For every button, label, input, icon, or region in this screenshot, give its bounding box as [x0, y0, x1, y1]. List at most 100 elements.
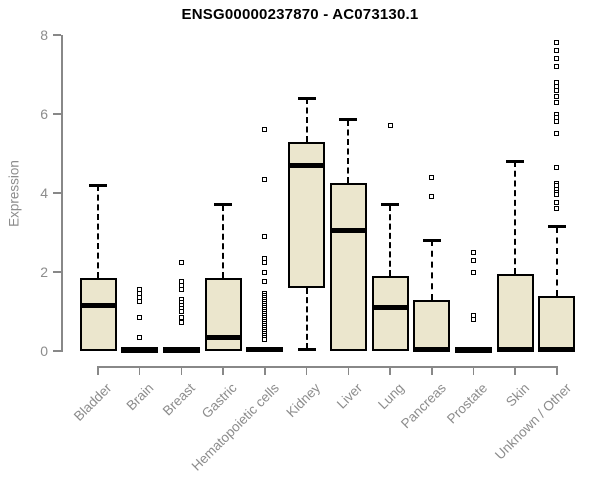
box-liver — [329, 183, 367, 351]
category-label-unknown-other: Unknown / Other — [491, 380, 574, 463]
category-label-liver: Liver — [333, 380, 366, 412]
median-brain — [121, 347, 159, 353]
category-label-skin: Skin — [502, 380, 533, 410]
outlier-hematopoietic-cells — [262, 176, 268, 182]
outlier-unknown-other — [554, 48, 560, 54]
upper-whisker-cap-unknown-other — [547, 225, 566, 229]
outlier-unknown-other — [554, 131, 560, 137]
upper-whisker-lung — [389, 204, 392, 276]
box-unknown-other — [538, 295, 576, 351]
median-hematopoietic-cells — [246, 347, 284, 353]
median-skin — [496, 346, 534, 352]
y-axis-tick — [53, 34, 61, 36]
outlier-brain — [137, 314, 143, 320]
category-label-lung: Lung — [375, 380, 407, 413]
outlier-hematopoietic-cells — [262, 259, 268, 265]
outlier-unknown-other — [554, 192, 560, 198]
outlier-brain — [137, 299, 143, 305]
category-label-bladder: Bladder — [71, 380, 115, 424]
y-axis-tick — [53, 113, 61, 115]
x-axis-line — [98, 366, 558, 368]
chart-title: ENSG00000237870 - AC073130.1 — [181, 6, 419, 23]
outlier-breast — [178, 287, 184, 293]
upper-whisker-kidney — [305, 98, 308, 142]
x-axis-tick — [138, 366, 141, 375]
x-axis-tick — [264, 366, 266, 375]
median-lung — [371, 305, 409, 311]
upper-whisker-gastric — [222, 204, 225, 278]
upper-whisker-bladder — [97, 185, 99, 278]
outlier-unknown-other — [554, 40, 560, 46]
median-bladder — [79, 303, 117, 309]
box-gastric — [204, 277, 242, 351]
category-label-kidney: Kidney — [283, 380, 324, 421]
outlier-breast — [178, 259, 184, 265]
lower-whisker-kidney — [305, 287, 308, 350]
category-label-prostate: Prostate — [444, 380, 491, 427]
box-pancreas — [413, 299, 451, 351]
upper-whisker-cap-liver — [339, 118, 358, 122]
outlier-unknown-other — [554, 206, 560, 212]
outlier-unknown-other — [554, 64, 560, 70]
x-axis-tick — [472, 366, 475, 375]
upper-whisker-cap-pancreas — [422, 238, 441, 242]
x-axis-tick — [222, 366, 224, 375]
upper-whisker-cap-skin — [506, 159, 525, 163]
outlier-pancreas — [429, 174, 435, 180]
outlier-hematopoietic-cells — [262, 336, 268, 342]
outlier-unknown-other — [554, 56, 560, 62]
outlier-hematopoietic-cells — [262, 269, 268, 275]
category-label-brain: Brain — [123, 380, 157, 414]
median-kidney — [288, 162, 326, 168]
median-gastric — [204, 334, 242, 340]
outlier-hematopoietic-cells — [262, 279, 268, 285]
upper-whisker-liver — [347, 119, 350, 184]
outlier-unknown-other — [554, 99, 560, 105]
x-axis-tick — [347, 366, 350, 375]
category-label-breast: Breast — [160, 380, 199, 419]
upper-whisker-cap-lung — [381, 203, 400, 207]
outlier-prostate — [470, 249, 476, 255]
outlier-unknown-other — [554, 87, 560, 93]
outlier-unknown-other — [554, 164, 560, 170]
outlier-unknown-other — [554, 93, 560, 99]
y-tick-label: 2 — [40, 264, 48, 280]
outlier-prostate — [470, 316, 476, 322]
upper-whisker-pancreas — [430, 240, 433, 300]
y-axis-tick — [53, 350, 61, 352]
outlier-unknown-other — [554, 119, 560, 125]
lower-whisker-cap-kidney — [297, 347, 316, 351]
x-axis-tick — [556, 366, 558, 375]
outlier-lung — [387, 123, 393, 129]
y-tick-label: 0 — [40, 343, 48, 359]
x-axis-tick — [180, 366, 183, 375]
y-axis-tick — [53, 271, 61, 273]
outlier-pancreas — [429, 194, 435, 200]
x-axis-tick — [389, 366, 391, 375]
y-axis-line — [61, 35, 63, 352]
x-axis-tick — [514, 366, 516, 375]
median-liver — [329, 228, 367, 234]
category-label-gastric: Gastric — [199, 380, 241, 422]
box-lung — [371, 275, 409, 351]
median-breast — [162, 347, 200, 353]
y-axis-tick — [53, 192, 61, 194]
category-label-pancreas: Pancreas — [397, 380, 449, 432]
box-skin — [496, 273, 534, 351]
y-tick-label: 6 — [40, 106, 48, 122]
outlier-breast — [178, 320, 184, 326]
outlier-hematopoietic-cells — [262, 233, 268, 239]
y-tick-label: 4 — [40, 185, 48, 201]
y-tick-label: 8 — [40, 27, 48, 43]
upper-whisker-cap-gastric — [214, 203, 233, 207]
median-unknown-other — [538, 346, 576, 352]
outlier-prostate — [470, 269, 476, 275]
median-prostate — [454, 347, 492, 353]
upper-whisker-unknown-other — [555, 226, 558, 296]
outlier-brain — [137, 334, 143, 340]
outlier-unknown-other — [554, 199, 560, 205]
upper-whisker-cap-bladder — [89, 183, 107, 187]
x-axis-tick — [431, 366, 433, 375]
x-axis-tick — [305, 366, 308, 375]
